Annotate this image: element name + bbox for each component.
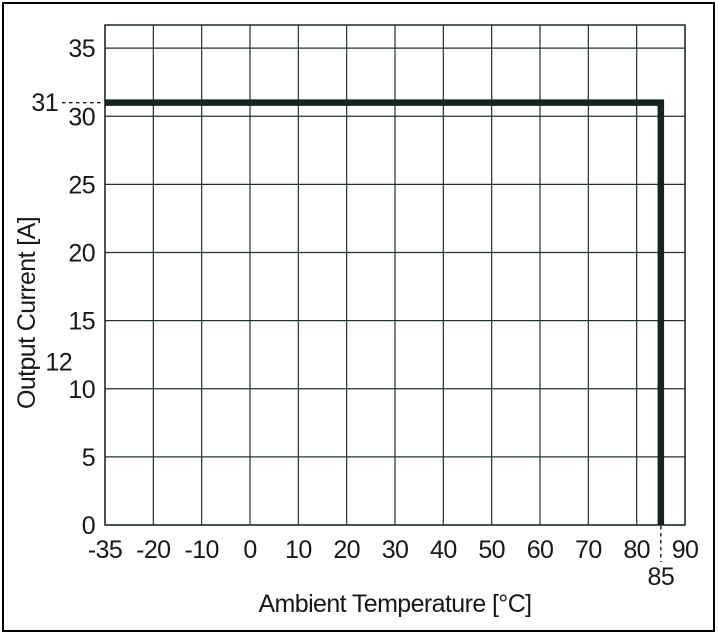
x-tick-label: 70 xyxy=(575,536,602,564)
x-tick-label: -20 xyxy=(136,536,170,564)
y-tick-label: 15 xyxy=(68,308,95,336)
y-tick-label: 5 xyxy=(82,444,95,472)
y-axis-title: Output Current [A] xyxy=(13,217,41,409)
x-tick-label: 40 xyxy=(430,536,457,564)
plot-area-border xyxy=(104,24,686,526)
y-tick-labels: 0 5 10 15 20 25 30 35 xyxy=(68,35,95,540)
y-tick-label: 10 xyxy=(68,376,95,404)
x-tick-label: 50 xyxy=(478,536,505,564)
y-tick-label: 35 xyxy=(68,35,95,63)
derating-curve xyxy=(105,99,665,525)
x-tick-label: 20 xyxy=(333,536,360,564)
annotation-85-label: 85 xyxy=(648,563,675,591)
annotation-leaders xyxy=(62,101,662,562)
x-tick-label: -35 xyxy=(88,536,122,564)
x-tick-label: 80 xyxy=(623,536,650,564)
x-tick-label: 10 xyxy=(285,536,312,564)
x-tick-label: -10 xyxy=(184,536,218,564)
x-axis-title: Ambient Temperature [°C] xyxy=(258,590,531,618)
x-tick-label: 90 xyxy=(672,536,699,564)
x-tick-labels: -35 -20 -10 0 10 20 30 40 50 60 70 80 90 xyxy=(88,536,699,564)
y-tick-label: 30 xyxy=(68,103,95,131)
x-tick-label: 30 xyxy=(382,536,409,564)
annotation-31-label: 31 xyxy=(31,89,58,117)
x-tick-label: 0 xyxy=(243,536,256,564)
y-tick-label: 0 xyxy=(82,512,95,540)
y-tick-label: 25 xyxy=(68,171,95,199)
y-tick-label: 20 xyxy=(68,240,95,268)
x-tick-label: 60 xyxy=(527,536,554,564)
annotation-12-label: 12 xyxy=(45,349,72,377)
